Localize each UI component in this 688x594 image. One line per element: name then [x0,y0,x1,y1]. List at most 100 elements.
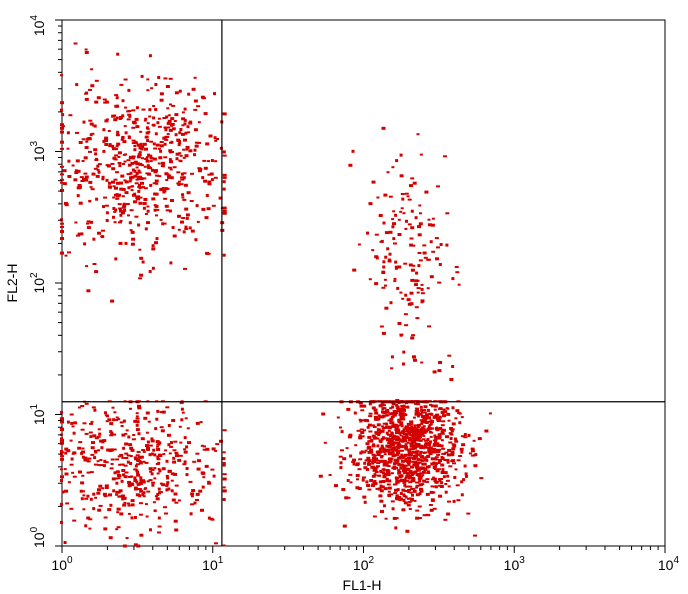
data-point [381,414,386,418]
data-point [140,437,145,441]
data-point [221,457,226,461]
data-point [410,278,415,282]
data-point [94,437,99,440]
data-point [152,142,156,146]
data-point [137,432,141,436]
data-point [432,439,436,442]
data-point [404,192,409,195]
data-point [376,423,381,427]
data-point [387,448,392,451]
data-point [137,455,142,459]
data-point [415,484,420,487]
data-point [384,306,389,310]
data-point [99,439,104,443]
data-point [446,474,450,478]
data-point [132,121,137,125]
data-point [156,443,161,446]
data-point [163,197,168,200]
data-point [141,164,145,167]
data-point [405,457,410,460]
data-point [197,141,201,144]
data-point [420,301,424,304]
data-point [334,484,338,488]
data-point [417,233,422,237]
data-point [112,489,116,493]
data-point [83,456,88,460]
data-point [399,466,403,470]
data-point [409,291,414,295]
data-point [400,479,405,482]
data-point [403,313,408,316]
data-point [138,482,143,485]
data-point [133,479,137,482]
data-point [369,479,374,482]
data-point [466,512,471,515]
data-point [399,334,403,337]
data-point [373,436,377,440]
data-point [426,465,429,469]
data-point [112,156,117,160]
data-point [73,42,78,45]
data-point [170,199,174,202]
data-point [165,483,169,487]
data-point [381,410,384,414]
data-point [374,255,379,259]
data-point [181,193,185,197]
data-point [386,171,390,174]
data-point [400,412,405,415]
data-point [409,491,413,494]
data-point [83,156,88,160]
data-point [430,427,435,430]
data-point [407,490,411,494]
data-point [80,451,84,455]
data-point [389,412,393,415]
data-point [115,481,119,485]
data-point [84,497,89,500]
data-point [458,455,463,457]
data-point [168,452,172,455]
data-point [111,180,115,184]
data-point [162,222,167,225]
data-point [129,462,133,465]
data-point [200,508,204,512]
data-point [170,489,174,493]
data-point [445,435,449,439]
data-point [387,490,391,493]
data-point [126,118,131,121]
data-point [164,187,168,191]
data-point [379,484,383,488]
data-point [102,205,105,209]
data-point [101,235,105,239]
data-point [201,176,205,180]
data-point [179,128,183,131]
data-point [441,468,445,472]
data-point [122,419,126,423]
data-point [184,227,189,230]
data-point [127,504,131,507]
data-point [113,221,117,224]
data-point [166,481,170,485]
data-point [142,450,146,453]
data-point [121,456,125,459]
data-point [63,541,67,544]
data-point [385,438,390,442]
data-point [202,448,207,451]
data-point [118,164,122,168]
data-point [359,428,364,431]
data-point [374,416,378,420]
data-point [102,98,107,101]
data-point [433,434,437,438]
data-point [145,431,149,434]
data-point [161,467,166,471]
data-point [144,158,149,160]
data-point [203,445,206,448]
data-point [392,516,397,520]
data-point [401,438,405,441]
data-point [62,169,67,173]
data-point [115,197,120,200]
data-point [383,449,387,453]
data-point [155,417,159,421]
data-point [149,183,153,187]
data-point [406,298,411,302]
data-point [375,437,380,440]
